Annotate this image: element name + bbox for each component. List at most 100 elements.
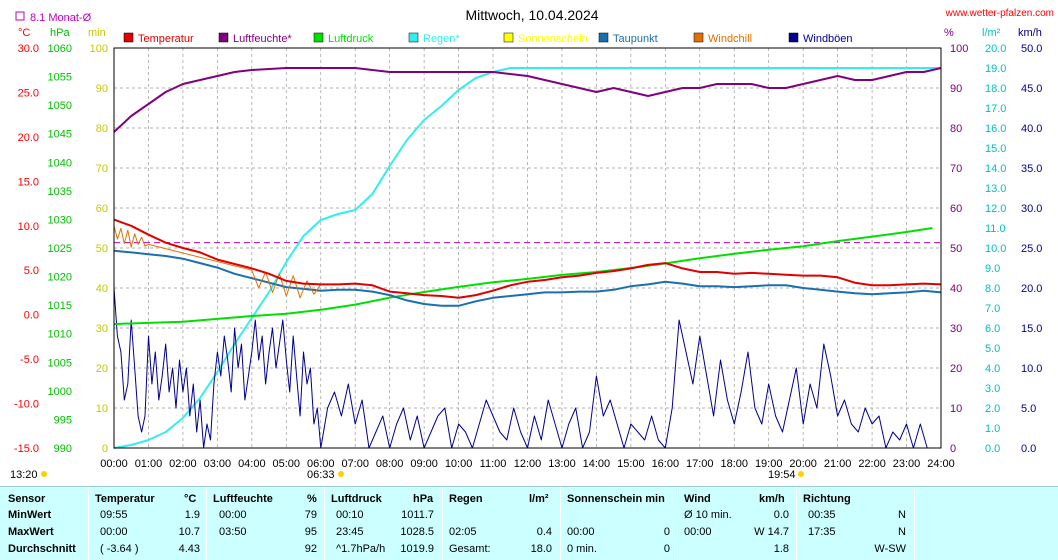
row-label: Durchschnitt [8, 543, 76, 555]
unit-hpa: hPa [50, 27, 70, 39]
sunrise-sun-icon [338, 471, 344, 477]
series-lines [113, 67, 942, 449]
time-tick: 07:00 [341, 458, 369, 470]
row-label: MaxWert [8, 526, 54, 538]
header-dir: Richtung [803, 493, 851, 505]
axis-labels: 30.0 25.0 20.0 15.0 10.0 5.0 0.0 -5.0 -10.0 -15.0… [14, 43, 1043, 470]
hpa-tick: 1045 [48, 129, 72, 141]
time-tick: 17:00 [686, 458, 714, 470]
temp-tick: 0.0 [24, 310, 39, 322]
table-cell: 0 [663, 543, 670, 555]
rain-tick: 9.0 [985, 263, 1000, 275]
hpa-tick: 1005 [48, 357, 72, 369]
time-tick: 13:00 [548, 458, 576, 470]
rain-tick: 16.0 [985, 123, 1006, 135]
grid-lines [114, 48, 941, 448]
sunset-sun-icon [798, 471, 804, 477]
rain-tick: 15.0 [985, 143, 1006, 155]
time-tick: 15:00 [617, 458, 645, 470]
table-cell: W 14.7 [754, 526, 789, 538]
kmh-tick: 25.0 [1021, 243, 1042, 255]
table-cell: 00:35 [808, 509, 836, 521]
hpa-tick: 1020 [48, 272, 72, 284]
min-tick: 80 [96, 123, 108, 135]
kmh-tick: 50.0 [1021, 43, 1042, 55]
legend-swatch [313, 32, 324, 43]
unit-temp: °C [18, 27, 30, 39]
table-cell: 00:10 [336, 509, 364, 521]
pct-tick: 30 [950, 323, 962, 335]
table-cell: 95 [304, 526, 317, 538]
sunrise-time: 06:33 [307, 469, 335, 481]
plot-frame [113, 47, 942, 449]
hpa-tick: 1010 [48, 329, 72, 341]
series-line [113, 249, 942, 307]
pct-tick: 20 [950, 363, 962, 375]
rain-tick: 3.0 [985, 383, 1000, 395]
unit-rain: l/m² [982, 27, 1001, 39]
min-tick: 10 [96, 403, 108, 415]
series-line [113, 227, 933, 325]
hpa-tick: 1035 [48, 186, 72, 198]
kmh-tick: 5.0 [1021, 403, 1036, 415]
table-cell: 00:00 [100, 526, 128, 538]
pct-tick: 100 [950, 43, 968, 55]
min-tick: 0 [102, 443, 108, 455]
rain-tick: 17.0 [985, 103, 1006, 115]
min-tick: 70 [96, 163, 108, 175]
time-tick: 04:00 [238, 458, 266, 470]
hpa-tick: 1060 [48, 43, 72, 55]
header-press-unit: hPa [413, 493, 434, 505]
row-label: MinWert [8, 509, 52, 521]
sunset-time: 19:54 [768, 469, 796, 481]
header-hum: Luftfeuchte [213, 493, 273, 505]
min-tick: 30 [96, 323, 108, 335]
chart-title: Mittwoch, 10.04.2024 [465, 7, 598, 23]
table-cell: ( -3.64 ) [100, 543, 139, 555]
header-rain-unit: l/m² [529, 493, 549, 505]
time-tick: 14:00 [583, 458, 611, 470]
table-cell: 09:55 [100, 509, 128, 521]
time-tick: 08:00 [376, 458, 404, 470]
temp-tick: -10.0 [14, 399, 39, 411]
unit-kmh: km/h [1018, 27, 1042, 39]
table-cell: 92 [304, 543, 317, 555]
series-line [113, 218, 942, 299]
temp-tick: 20.0 [18, 132, 39, 144]
legend-swatch [218, 32, 229, 43]
time-tick: 05:00 [273, 458, 301, 470]
legend-swatch [408, 32, 419, 43]
rain-tick: 7.0 [985, 303, 1000, 315]
header-temp: Temperatur [95, 493, 155, 505]
header-rain: Regen [449, 493, 483, 505]
min-tick: 60 [96, 203, 108, 215]
rain-tick: 14.0 [985, 163, 1006, 175]
legend-swatch [788, 32, 799, 43]
table-cell: 1011.7 [401, 509, 434, 521]
rain-tick: 0.0 [985, 443, 1000, 455]
series-line [113, 287, 928, 449]
temp-tick: 25.0 [18, 87, 39, 99]
rain-tick: 18.0 [985, 83, 1006, 95]
sun-start-time: 13:20 [10, 469, 38, 481]
stats-table: Sensor Temperatur °C Luftfeuchte % Luftd… [0, 486, 1058, 560]
rain-tick: 19.0 [985, 63, 1006, 75]
legend-label: Regen* [423, 33, 460, 45]
month-avg-label: 8.1 Monat-Ø [30, 12, 92, 24]
hpa-tick: 990 [54, 443, 72, 455]
table-cell: W-SW [874, 543, 906, 555]
legend-label: Windböen [803, 33, 853, 45]
hpa-tick: 1055 [48, 72, 72, 84]
kmh-tick: 40.0 [1021, 123, 1042, 135]
kmh-tick: 10.0 [1021, 363, 1042, 375]
series-line [113, 225, 322, 299]
legend-label: Luftdruck [328, 33, 374, 45]
table-cell: ^1.7hPa/h [336, 543, 386, 555]
legend-swatch [693, 32, 704, 43]
time-tick: 12:00 [514, 458, 542, 470]
rain-tick: 2.0 [985, 403, 1000, 415]
time-tick: 16:00 [652, 458, 680, 470]
table-cell: 0 [663, 526, 670, 538]
table-cell: 1028.5 [400, 526, 434, 538]
min-tick: 100 [90, 43, 108, 55]
